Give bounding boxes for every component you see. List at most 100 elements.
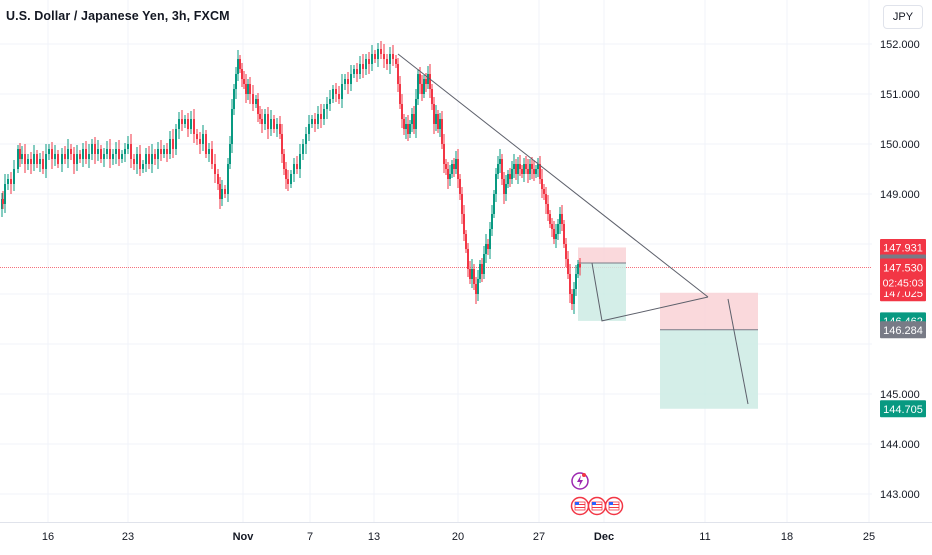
candle-body bbox=[371, 54, 373, 64]
candle-body bbox=[559, 214, 561, 224]
candle-body bbox=[273, 119, 275, 129]
projection-path[interactable] bbox=[727, 298, 749, 405]
candle-body bbox=[449, 174, 451, 179]
flag-canton bbox=[609, 502, 613, 505]
take-profit-zone[interactable] bbox=[660, 329, 758, 409]
y-tick-label: 152.000 bbox=[880, 39, 920, 51]
candle-body bbox=[507, 174, 509, 184]
candle-body bbox=[227, 164, 229, 194]
candle-body bbox=[543, 189, 545, 194]
take-profit-zone[interactable] bbox=[578, 263, 626, 321]
candle-body bbox=[193, 119, 195, 134]
candle-body bbox=[326, 104, 328, 109]
candle-body bbox=[267, 114, 269, 129]
x-tick-label: 11 bbox=[699, 531, 710, 543]
candle-body bbox=[221, 189, 223, 199]
candle-body bbox=[169, 139, 171, 154]
candle-body bbox=[401, 104, 403, 119]
currency-button[interactable]: JPY bbox=[883, 5, 923, 29]
y-tick-label: 150.000 bbox=[880, 139, 920, 151]
trend-line[interactable] bbox=[397, 53, 709, 298]
candle-body bbox=[439, 119, 441, 129]
candle-body bbox=[483, 254, 485, 274]
candle-body bbox=[148, 154, 150, 164]
candle-body bbox=[73, 154, 75, 164]
y-tick-label: 145.000 bbox=[880, 389, 920, 401]
candle-body bbox=[493, 194, 495, 214]
candle-body bbox=[30, 159, 32, 164]
candle-body bbox=[219, 184, 221, 199]
projection-path[interactable] bbox=[591, 262, 709, 322]
candle-body bbox=[338, 94, 340, 99]
flag-canton bbox=[575, 502, 579, 505]
price-label-green-bg bbox=[880, 400, 926, 418]
candle-body bbox=[237, 59, 239, 74]
candle-body bbox=[433, 104, 435, 124]
candle-body bbox=[70, 149, 72, 154]
candle-body bbox=[515, 164, 517, 174]
candle-body bbox=[166, 149, 168, 154]
candle-body bbox=[571, 294, 573, 304]
candle-body bbox=[320, 114, 322, 119]
candle-body bbox=[308, 124, 310, 134]
candle-body bbox=[97, 149, 99, 154]
candle-body bbox=[425, 79, 427, 84]
x-tick-label: 7 bbox=[307, 531, 313, 543]
candle-body bbox=[537, 164, 539, 169]
candle-body bbox=[64, 154, 66, 159]
candle-body bbox=[178, 119, 180, 129]
candle-body bbox=[276, 124, 278, 129]
price-label-green: 144.705 bbox=[883, 404, 923, 416]
candle-body bbox=[245, 84, 247, 94]
stop-loss-zone[interactable] bbox=[578, 247, 626, 263]
candle-body bbox=[519, 164, 521, 169]
candle-body bbox=[392, 54, 394, 59]
chart-title: U.S. Dollar / Japanese Yen, 3h, FXCM bbox=[6, 9, 230, 23]
candle-body bbox=[533, 169, 535, 174]
candle-body bbox=[145, 154, 147, 164]
candle-body bbox=[121, 154, 123, 159]
candle-body bbox=[199, 139, 201, 144]
flag-field bbox=[574, 501, 586, 511]
candle-body bbox=[61, 154, 63, 164]
candle-body bbox=[130, 144, 132, 159]
candle-body bbox=[575, 274, 577, 289]
candle-body bbox=[243, 79, 245, 84]
candle-body bbox=[7, 179, 9, 184]
candle-body bbox=[311, 119, 313, 124]
candle-body bbox=[17, 149, 19, 169]
candle-body bbox=[411, 114, 413, 124]
candle-body bbox=[350, 74, 352, 84]
candle-body bbox=[523, 164, 525, 174]
candle-body bbox=[281, 134, 283, 154]
x-tick-label: Nov bbox=[233, 531, 255, 543]
candle-body bbox=[36, 154, 38, 164]
candle-body bbox=[302, 144, 304, 154]
candle-body bbox=[136, 154, 138, 164]
candle-body bbox=[103, 154, 105, 159]
candle-body bbox=[459, 179, 461, 194]
candle-body bbox=[356, 69, 358, 74]
candle-body bbox=[229, 144, 231, 164]
candle-body bbox=[24, 154, 26, 164]
candle-body bbox=[82, 149, 84, 159]
candle-body bbox=[347, 79, 349, 84]
candle-body bbox=[467, 249, 469, 269]
candle-body bbox=[569, 274, 571, 294]
candle-body bbox=[413, 114, 415, 129]
candle-body bbox=[317, 114, 319, 124]
x-tick-label: 16 bbox=[42, 531, 54, 543]
candle-body bbox=[124, 149, 126, 154]
candle-body bbox=[423, 79, 425, 94]
candle-body bbox=[305, 134, 307, 144]
candle-body bbox=[511, 169, 513, 179]
candle-body bbox=[380, 49, 382, 54]
candle-body bbox=[529, 164, 531, 174]
candle-body bbox=[577, 264, 579, 274]
candle-body bbox=[172, 139, 174, 149]
candle-body bbox=[437, 114, 439, 129]
candle-body bbox=[231, 109, 233, 144]
stop-loss-zone[interactable] bbox=[660, 292, 758, 330]
